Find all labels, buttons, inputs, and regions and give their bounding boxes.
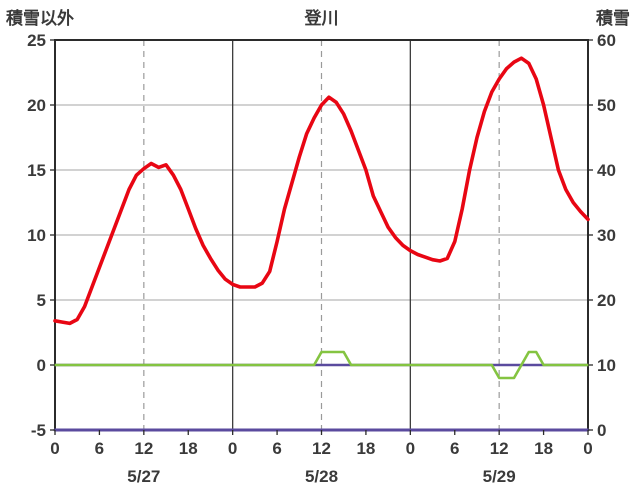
left-tick-label: 5	[37, 291, 46, 310]
right-tick-label: 10	[597, 356, 616, 375]
right-axis-title: 積雪	[596, 9, 630, 28]
series-red-line	[53, 56, 590, 326]
date-label: 5/27	[127, 467, 160, 486]
right-tick-label: 40	[597, 161, 616, 180]
right-tick-label: 50	[597, 96, 616, 115]
left-axis-title: 積雪以外	[6, 9, 74, 28]
hour-tick-label: 18	[534, 439, 553, 458]
hour-tick-label: 12	[490, 439, 509, 458]
chart-title: 登川	[304, 9, 339, 28]
hour-tick-label: 6	[95, 439, 104, 458]
hour-tick-label: 0	[50, 439, 59, 458]
hour-tick-label: 0	[583, 439, 592, 458]
hour-tick-label: 0	[228, 439, 237, 458]
hour-tick-label: 18	[356, 439, 375, 458]
hour-tick-label: 6	[272, 439, 281, 458]
left-tick-label: 10	[27, 226, 46, 245]
hour-tick-label: 12	[134, 439, 153, 458]
series-green-line	[53, 350, 590, 380]
right-tick-label: 30	[597, 226, 616, 245]
left-tick-label: -5	[31, 421, 46, 440]
right-tick-label: 20	[597, 291, 616, 310]
left-tick-label: 0	[37, 356, 46, 375]
right-tick-label: 0	[597, 421, 606, 440]
date-label: 5/28	[305, 467, 338, 486]
hour-tick-label: 12	[312, 439, 331, 458]
hour-tick-label: 18	[179, 439, 198, 458]
left-tick-label: 15	[27, 161, 46, 180]
hour-tick-label: 6	[450, 439, 459, 458]
right-tick-label: 60	[597, 31, 616, 50]
left-tick-label: 25	[27, 31, 46, 50]
date-label: 5/29	[483, 467, 516, 486]
hour-tick-label: 0	[406, 439, 415, 458]
left-tick-label: 20	[27, 96, 46, 115]
